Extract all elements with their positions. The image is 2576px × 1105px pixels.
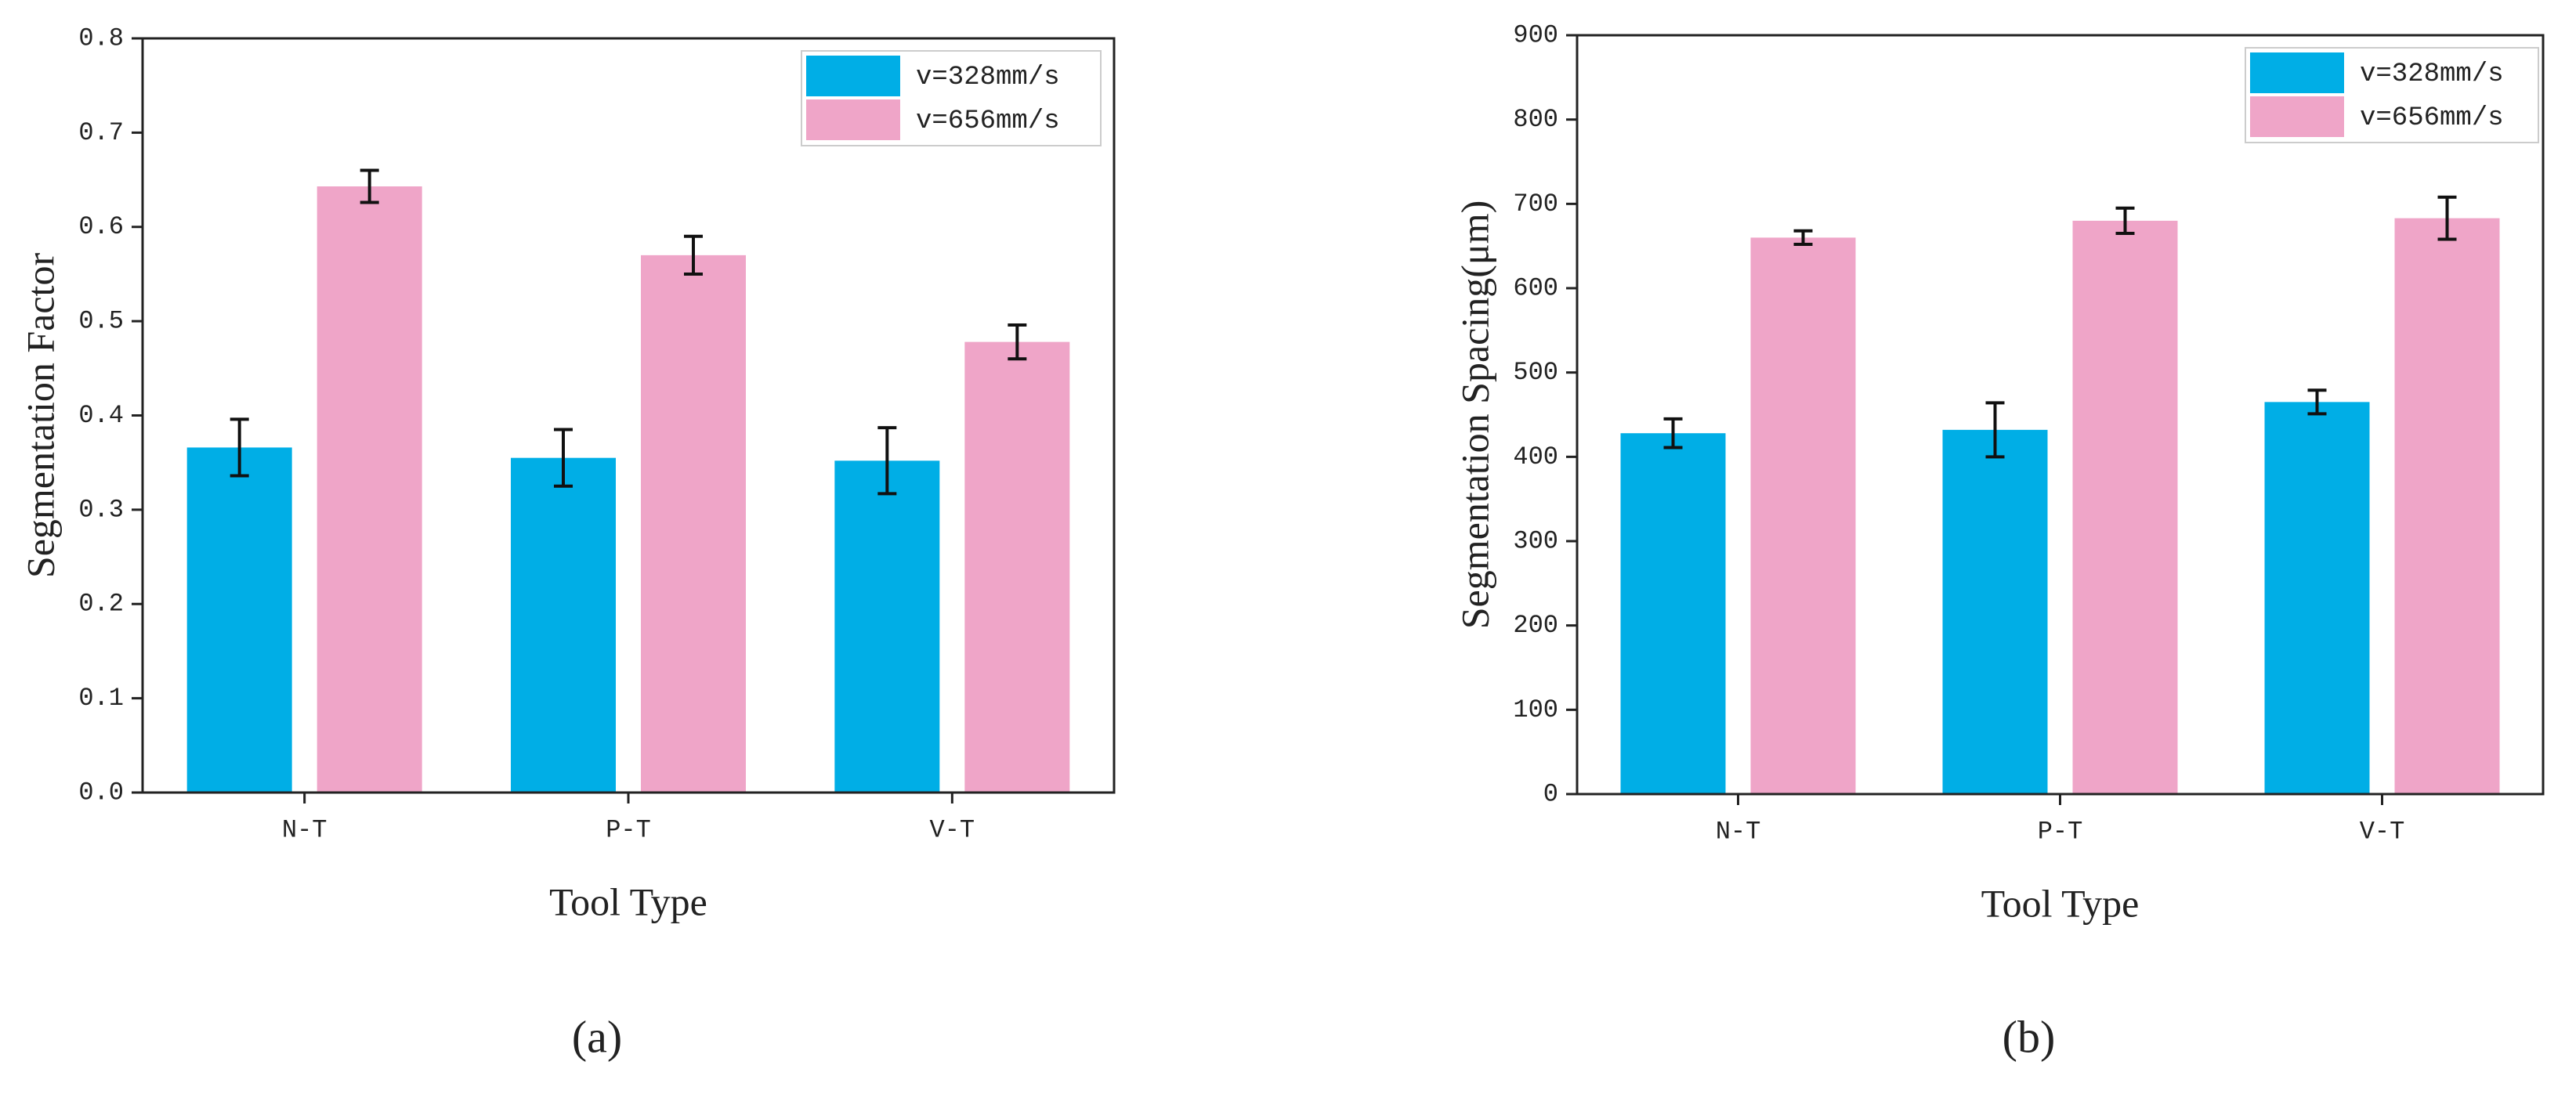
plot-frame [1576, 34, 2545, 796]
x-tick-label: V-T [2360, 817, 2405, 846]
y-tick-label: 300 [1513, 526, 1558, 555]
y-tick-label: 400 [1513, 442, 1558, 471]
error-bar [1663, 417, 1683, 450]
x-tick-label: N-T [282, 815, 327, 844]
error-bar [554, 428, 573, 488]
bar [1942, 429, 2048, 794]
y-tick-label: 0.6 [78, 212, 124, 241]
panel-label: (a) [572, 1011, 622, 1062]
x-tick-label: V-T [930, 815, 975, 844]
error-bar [2437, 195, 2457, 241]
y-axis-title: Segmentation Spacing(μm) [1453, 200, 1496, 630]
y-tick-label: 600 [1513, 273, 1558, 302]
y-tick-label: 0.3 [78, 495, 124, 524]
bar [511, 457, 616, 793]
panel-label: (b) [2003, 1011, 2056, 1062]
legend-swatch [806, 99, 900, 140]
legend-swatch [2250, 52, 2344, 93]
error-bar [2307, 388, 2327, 416]
x-tick-label: P-T [606, 815, 651, 844]
bar [2072, 220, 2178, 794]
y-tick-label: 900 [1513, 20, 1558, 49]
y-tick-label: 100 [1513, 695, 1558, 724]
error-bar [684, 234, 703, 276]
y-tick-label: 0.4 [78, 401, 124, 430]
error-bar [1985, 401, 2005, 459]
legend-swatch [2250, 96, 2344, 137]
error-bar [1008, 323, 1027, 361]
x-tick-label: N-T [1716, 817, 1761, 846]
legend-swatch [806, 56, 900, 96]
legend-label: v=328mm/s [2360, 60, 2504, 89]
x-axis-title: Tool Type [549, 879, 707, 923]
bar [317, 186, 422, 793]
y-tick-label: 0.8 [78, 23, 124, 52]
bar [834, 460, 940, 793]
error-bar [2115, 206, 2135, 236]
y-tick-label: 0.7 [78, 118, 124, 147]
error-bar [1793, 229, 1813, 247]
legend-label: v=656mm/s [2360, 103, 2504, 133]
legend-label: v=328mm/s [916, 63, 1060, 92]
y-tick-label: 0 [1543, 779, 1558, 808]
y-tick-label: 700 [1513, 190, 1558, 218]
y-tick-label: 0.2 [78, 590, 124, 619]
error-bar [877, 426, 897, 496]
bar [2394, 218, 2500, 794]
bar [2264, 402, 2370, 794]
y-tick-label: 0.1 [78, 684, 124, 713]
x-tick-label: P-T [2038, 817, 2083, 846]
y-tick-label: 800 [1513, 105, 1558, 134]
bar [641, 255, 746, 793]
y-tick-label: 500 [1513, 358, 1558, 387]
y-tick-label: 200 [1513, 611, 1558, 640]
x-axis-title: Tool Type [1981, 881, 2140, 925]
y-axis-title: Segmentation Factor [18, 253, 62, 579]
bar [186, 447, 292, 793]
y-tick-label: 0.5 [78, 307, 124, 336]
plot-frame [141, 37, 1116, 794]
bar [1750, 237, 1856, 794]
y-tick-label: 0.0 [78, 778, 124, 807]
error-bar [360, 168, 379, 204]
bar [964, 341, 1070, 793]
bar [1620, 433, 1726, 794]
legend-label: v=656mm/s [916, 107, 1060, 136]
error-bar [230, 417, 249, 478]
